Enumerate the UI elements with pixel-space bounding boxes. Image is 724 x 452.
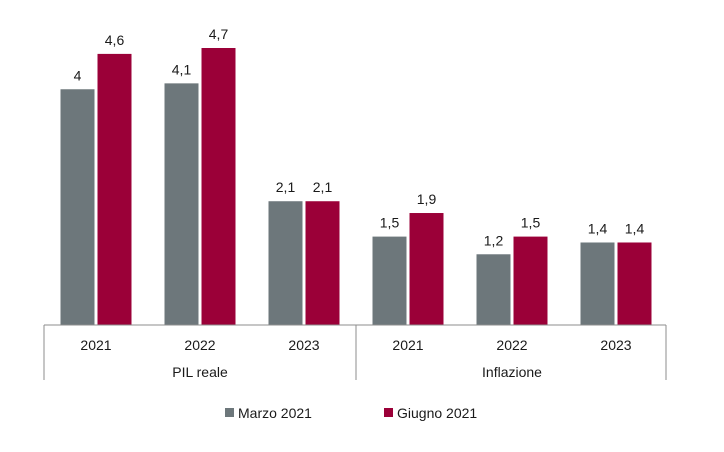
- tick-labels-layer: 2021 2022 2023 2021 2022 2023: [80, 337, 631, 353]
- bar-marzo-inflazione-2022: [476, 254, 511, 325]
- bar-giugno-inflazione-2021: [409, 213, 444, 325]
- legend-swatch-giugno-2021: [384, 408, 393, 417]
- bar-giugno-pil-reale-2022: [201, 48, 236, 325]
- bar-marzo-inflazione-2021: [372, 236, 407, 325]
- bar-giugno-pil-reale-2021: [97, 53, 132, 325]
- tick-label: 2023: [288, 337, 319, 353]
- bar-marzo-pil-reale-2021: [60, 89, 95, 326]
- bar-giugno-pil-reale-2023: [305, 201, 340, 325]
- group-label: Inflazione: [482, 364, 542, 380]
- tick-label: 2022: [184, 337, 215, 353]
- bar-giugno-inflazione-2022: [513, 236, 548, 325]
- legend-label-marzo-2021: Marzo 2021: [238, 405, 312, 421]
- legend-label-giugno-2021: Giugno 2021: [397, 405, 477, 421]
- group-labels-layer: PIL reale Inflazione: [172, 364, 542, 380]
- data-label: 1,9: [417, 191, 437, 207]
- tick-label: 2023: [600, 337, 631, 353]
- tick-label: 2021: [80, 337, 111, 353]
- tick-label: 2021: [392, 337, 423, 353]
- data-label: 1,5: [521, 215, 541, 231]
- legend: Marzo 2021 Giugno 2021: [225, 405, 477, 421]
- data-label: 4,6: [105, 32, 125, 48]
- bar-marzo-pil-reale-2022: [164, 83, 199, 326]
- data-label: 1,4: [625, 220, 645, 236]
- bars-layer: [60, 48, 652, 326]
- data-label: 1,4: [588, 220, 608, 236]
- data-label: 4,7: [209, 26, 229, 42]
- data-label: 4: [74, 67, 82, 83]
- value-labels-layer: 4 4,6 4,1 4,7 2,1 2,1 1,5 1,9 1,2 1,5 1,4 1,4: [74, 26, 645, 248]
- data-label: 2,1: [313, 179, 333, 195]
- bar-marzo-pil-reale-2023: [268, 201, 303, 325]
- group-label: PIL reale: [172, 364, 228, 380]
- data-label: 2,1: [276, 179, 296, 195]
- legend-swatch-marzo-2021: [225, 408, 234, 417]
- data-label: 1,5: [380, 215, 400, 231]
- data-label: 1,2: [484, 232, 504, 248]
- bar-giugno-inflazione-2023: [617, 242, 652, 325]
- tick-label: 2022: [496, 337, 527, 353]
- bar-marzo-inflazione-2023: [580, 242, 615, 325]
- category-axis: [43, 324, 667, 380]
- data-label: 4,1: [172, 61, 192, 77]
